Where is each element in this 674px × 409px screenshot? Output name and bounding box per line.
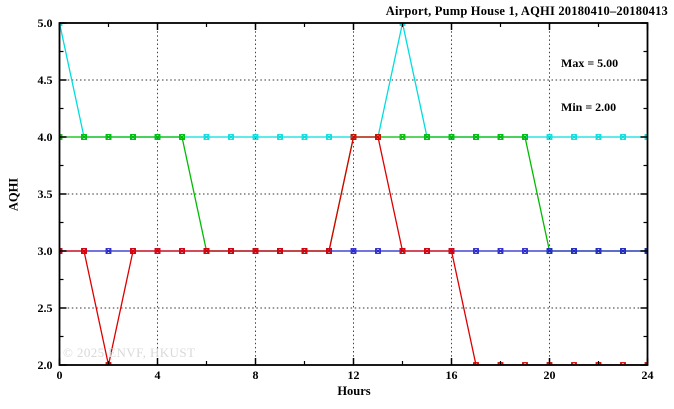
y-tick-label: 3.0 [38, 244, 53, 258]
plot-border [58, 22, 649, 366]
x-tick-label: 12 [348, 368, 360, 382]
x-tick-label: 20 [544, 368, 556, 382]
x-axis-label: Hours [337, 384, 371, 398]
axis-ticks [58, 22, 649, 366]
x-tick-label: 0 [57, 368, 63, 382]
annotation-box: Max = 5.00 Min = 2.00 [561, 27, 618, 143]
green-line-path [59, 136, 648, 252]
x-tick-label: 24 [642, 368, 654, 382]
watermark: © 2025 ENVF, HKUST [63, 345, 196, 360]
y-tick-label: 4.0 [38, 130, 53, 144]
series-group [59, 22, 648, 366]
annotation-min: Min = 2.00 [561, 99, 617, 114]
x-tick-label: 8 [253, 368, 259, 382]
y-tick-label: 5.0 [38, 16, 53, 30]
x-tick-label: 16 [446, 368, 458, 382]
y-tick-label: 2.5 [38, 301, 53, 315]
y-tick-label: 4.5 [38, 73, 53, 87]
x-tick-label: 4 [155, 368, 161, 382]
y-tick-label: 3.5 [38, 187, 53, 201]
gridlines [59, 23, 648, 365]
annotation-max: Max = 5.00 [561, 56, 619, 70]
tick-labels: 0 4 8 12 16 20 24 2.0 2.5 3.0 3.5 4.0 4.5 5.0 [38, 16, 654, 382]
y-tick-label: 2.0 [38, 358, 53, 372]
y-axis-label: AQHI [6, 177, 21, 212]
chart-title: Airport, Pump House 1, AQHI 20180410–201… [385, 4, 668, 18]
